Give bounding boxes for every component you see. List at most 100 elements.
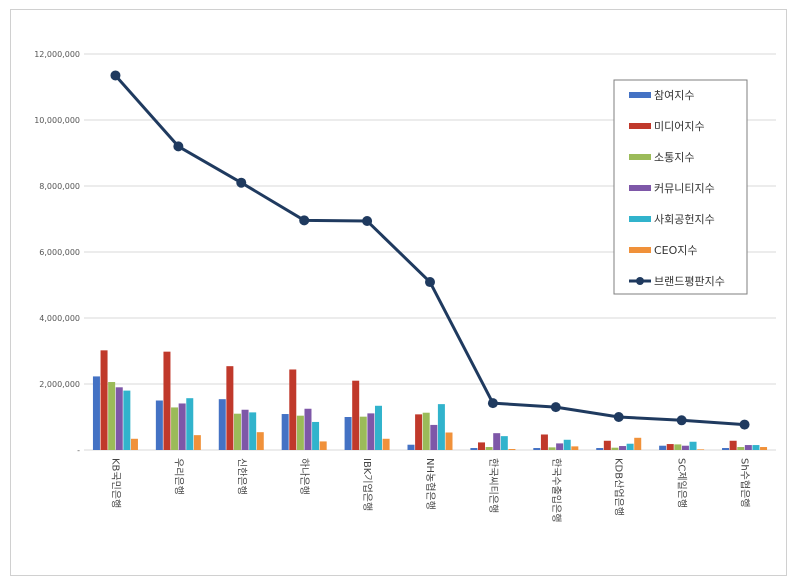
line-point <box>110 70 121 81</box>
bar <box>289 369 297 450</box>
bar <box>92 376 100 450</box>
bar <box>241 409 249 450</box>
bar <box>659 445 667 450</box>
bar <box>674 444 682 450</box>
bar <box>344 417 352 450</box>
bar <box>193 435 201 450</box>
legend-label: 사회공헌지수 <box>654 213 715 226</box>
y-tick-label: 10,000,000 <box>34 116 80 125</box>
y-tick-label: 2,000,000 <box>39 380 80 389</box>
bar <box>722 448 730 450</box>
bar <box>407 444 415 450</box>
line-point <box>236 177 247 188</box>
bar <box>359 416 367 450</box>
bar <box>596 448 604 450</box>
y-tick-label: 8,000,000 <box>39 182 80 191</box>
bar <box>485 447 493 450</box>
bar <box>281 414 289 450</box>
bar <box>760 447 768 450</box>
x-category-label: IBK기업은행 <box>361 458 374 511</box>
bar <box>729 440 737 450</box>
bar <box>115 387 123 450</box>
bars <box>92 350 768 450</box>
bar <box>249 412 257 450</box>
bar <box>548 447 556 450</box>
bar <box>319 441 327 450</box>
bar <box>470 448 478 450</box>
bar <box>422 412 430 450</box>
y-tick-label: - <box>77 446 80 455</box>
bar <box>100 350 108 450</box>
grid-lines <box>84 53 776 451</box>
x-axis-categories: KB국민은행 우리은행 신한은행 하나은행 IBK기업은행 NH농협은행 한국씨티은행 한국수… <box>109 458 751 522</box>
bar <box>697 449 705 450</box>
x-category-label: NH농협은행 <box>424 458 437 510</box>
line-series <box>110 70 750 430</box>
chart-frame: - 2,000,000 4,000,000 6,000,000 8,000,000 10,… <box>10 9 787 576</box>
bar <box>634 437 642 450</box>
bar <box>304 408 312 450</box>
line-point <box>739 419 750 430</box>
line-point <box>676 415 687 426</box>
line-point <box>487 398 498 409</box>
bar <box>374 405 382 450</box>
x-category-label: 하나은행 <box>298 458 311 495</box>
legend-label: 브랜드평판지수 <box>654 275 725 288</box>
bar <box>445 432 453 450</box>
bar <box>603 440 611 450</box>
y-axis-ticks: - 2,000,000 4,000,000 6,000,000 8,000,000 10,… <box>34 50 80 455</box>
bar <box>186 398 194 450</box>
line-point <box>613 412 624 422</box>
bar <box>296 415 304 450</box>
bar <box>737 447 745 450</box>
y-tick-label: 4,000,000 <box>39 314 80 323</box>
bar <box>626 443 634 450</box>
x-category-label: Sh수협은행 <box>739 458 752 508</box>
x-category-label: KB국민은행 <box>109 458 121 508</box>
bar <box>508 449 516 450</box>
x-category-label: SC제일은행 <box>676 458 688 508</box>
line-point <box>550 402 561 413</box>
legend-marker <box>636 277 644 285</box>
bar <box>437 404 445 450</box>
legend-swatch <box>629 247 651 253</box>
bar <box>571 446 579 450</box>
line-point <box>425 277 435 288</box>
legend-swatch <box>629 185 651 191</box>
legend-label: 소통지수 <box>654 151 694 164</box>
bar <box>415 414 423 450</box>
bar <box>563 439 571 450</box>
bar <box>666 444 674 450</box>
legend-swatch <box>629 154 651 160</box>
x-category-label: KDB산업은행 <box>613 458 626 516</box>
bar <box>123 390 131 450</box>
bar <box>493 433 501 450</box>
y-tick-label: 12,000,000 <box>34 50 80 59</box>
bar <box>352 380 360 450</box>
x-category-label: 신한은행 <box>235 458 247 495</box>
bar <box>218 399 226 450</box>
bar <box>500 436 508 450</box>
line-point <box>173 141 184 152</box>
bar <box>130 438 138 450</box>
bar <box>533 448 541 450</box>
brand-reputation-chart: - 2,000,000 4,000,000 6,000,000 8,000,000 10,… <box>34 50 776 522</box>
bar <box>155 400 163 450</box>
x-category-label: 우리은행 <box>172 458 184 495</box>
x-category-label: 한국씨티은행 <box>487 458 499 513</box>
legend-swatch <box>629 123 651 129</box>
x-category-label: 한국수출입은행 <box>550 458 563 522</box>
y-tick-label: 6,000,000 <box>39 248 80 257</box>
legend-label: 커뮤니티지수 <box>654 182 715 195</box>
legend-label: CEO지수 <box>654 244 698 257</box>
bar <box>478 442 486 450</box>
legend-swatch <box>629 92 651 98</box>
bar <box>178 403 186 450</box>
bar <box>752 445 760 450</box>
bar <box>108 382 116 450</box>
bar <box>689 441 697 450</box>
bar <box>171 407 179 450</box>
bar <box>619 446 627 450</box>
bar <box>256 432 264 450</box>
